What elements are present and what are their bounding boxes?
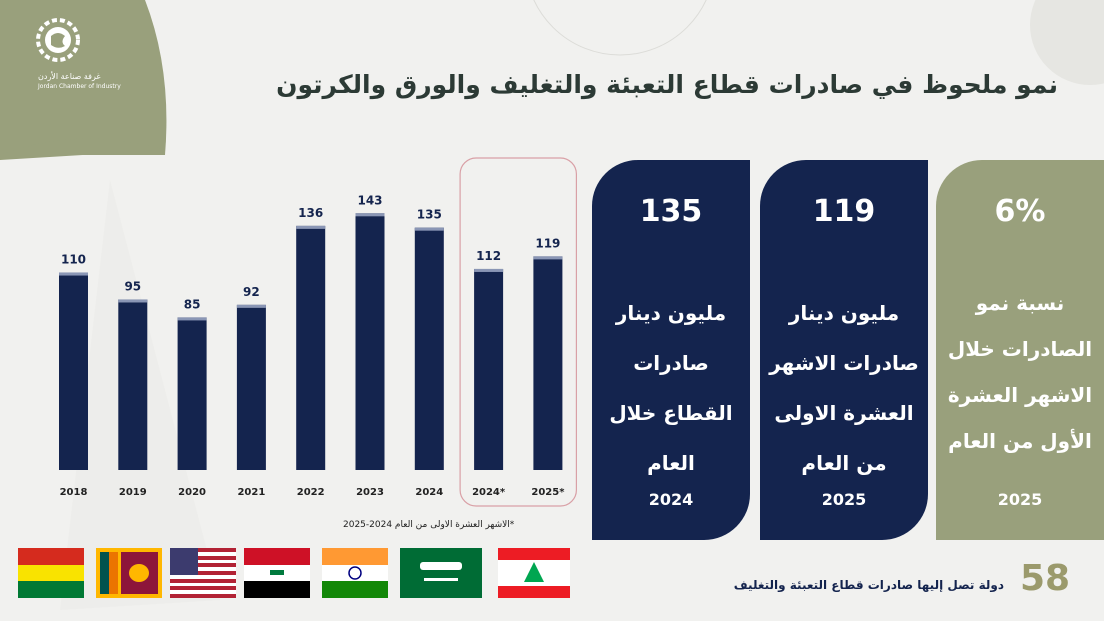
bar-cap <box>59 272 88 276</box>
bolivia-flag <box>18 548 84 598</box>
bar-cap <box>296 225 326 229</box>
sri-lanka-flag <box>96 548 162 598</box>
x-tick-label: 2021 <box>237 487 265 498</box>
data-label: 85 <box>184 297 201 311</box>
bar-cap <box>236 304 266 308</box>
lebanon-flag <box>498 548 570 598</box>
data-label: 95 <box>124 279 141 293</box>
data-label: 112 <box>476 249 501 263</box>
card-year: 2025 <box>821 490 867 509</box>
data-label: 92 <box>243 285 260 299</box>
logo-background <box>0 0 167 155</box>
country-count: 58 <box>1020 558 1071 599</box>
chart-footnote: *الاشهر العشرة الاولى من العام 2024-2025 <box>343 520 515 530</box>
bar-cap <box>474 268 504 272</box>
data-label: 143 <box>357 193 382 207</box>
x-tick-label: 2025* <box>531 487 565 498</box>
bar-cap <box>414 227 444 231</box>
bar-chart: 110 2018 95 2019 85 2020 92 2021 136 2022 143 2023 1… <box>59 157 578 507</box>
bar-2020 <box>177 317 207 470</box>
card-description: مليون دينار صادرات الاشهر العشرة الاولى من … <box>769 301 919 475</box>
india-flag <box>322 548 388 598</box>
data-label: 136 <box>298 206 323 220</box>
card-description: نسبة نمو الصادرات خلال الاشهر العشرة الأول … <box>947 291 1093 453</box>
x-tick-label: 2019 <box>119 487 147 498</box>
x-tick-label: 2024 <box>415 487 443 498</box>
card-year: 2025 <box>997 490 1043 509</box>
bar-2024 <box>414 227 444 470</box>
data-label: 110 <box>61 253 86 267</box>
bar-2019 <box>118 299 148 470</box>
bar-cap <box>177 317 207 321</box>
bar-cap <box>118 299 148 303</box>
gear-globe-icon <box>36 18 80 62</box>
x-tick-label: 2023 <box>356 487 384 498</box>
bar-cap <box>533 256 563 260</box>
country-count-label: دولة تصل إليها صادرات قطاع التعبئة والتغ… <box>733 578 1004 592</box>
highlight-box <box>459 157 578 507</box>
logo-english-text: Jordan Chamber of Industry <box>38 83 121 90</box>
decor-circle <box>533 0 707 56</box>
card-description: مليون دينار صادرات القطاع خلال العام <box>609 301 733 475</box>
card-value: 119 <box>812 194 876 229</box>
bar-2023 <box>355 213 385 470</box>
iraq-flag <box>244 548 310 598</box>
card-annual-exports: 135 مليون دينار صادرات القطاع خلال العام 20… <box>592 160 750 540</box>
bar-2025* <box>533 256 563 470</box>
bar-2021 <box>236 304 266 470</box>
x-tick-label: 2018 <box>60 487 88 498</box>
logo-arabic-text: غرفة صناعة الأردن <box>38 72 101 81</box>
card-ten-month-exports: 119 مليون دينار صادرات الاشهر العشرة الاول… <box>760 160 928 540</box>
x-tick-label: 2020 <box>178 487 206 498</box>
data-label: 135 <box>417 208 442 222</box>
data-label: 119 <box>535 236 560 250</box>
bar-2022 <box>296 225 326 470</box>
bar-cap <box>355 213 385 217</box>
chamber-logo: غرفة صناعة الأردن Jordan Chamber of Indu… <box>0 0 165 150</box>
usa-flag <box>170 548 236 598</box>
x-tick-label: 2024* <box>472 487 506 498</box>
x-tick-label: 2022 <box>297 487 325 498</box>
decor-circle-right <box>1030 0 1104 85</box>
card-year: 2024 <box>648 490 694 509</box>
bar-2024* <box>474 268 504 470</box>
card-growth-rate: 6% نسبة نمو الصادرات خلال الاشهر العشرة الأ… <box>936 160 1104 540</box>
card-value: 6% <box>994 194 1046 229</box>
saudi-arabia-flag <box>400 548 482 598</box>
page-title: نمو ملحوظ في صادرات قطاع التعبئة والتغلي… <box>276 70 1058 99</box>
card-value: 135 <box>639 194 703 229</box>
bar-2018 <box>59 272 88 470</box>
